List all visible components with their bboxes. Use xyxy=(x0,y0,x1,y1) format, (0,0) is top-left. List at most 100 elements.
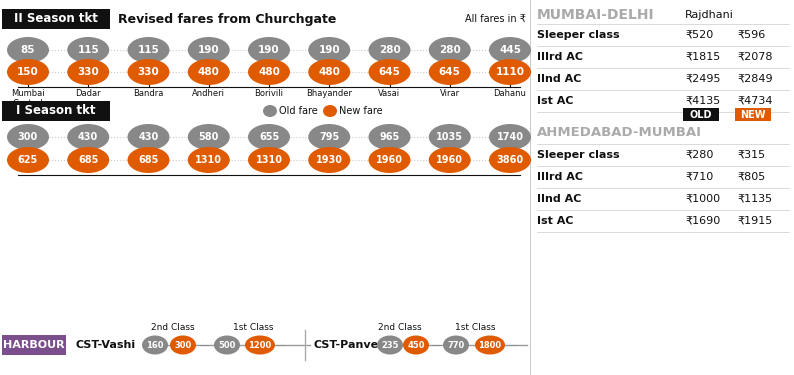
Text: ₹280: ₹280 xyxy=(685,150,713,160)
Text: Bhayander: Bhayander xyxy=(306,89,353,98)
Ellipse shape xyxy=(489,59,531,85)
Text: 330: 330 xyxy=(137,67,160,77)
Text: AHMEDABAD-MUMBAI: AHMEDABAD-MUMBAI xyxy=(537,126,702,140)
Ellipse shape xyxy=(308,59,350,85)
Text: ₹1135: ₹1135 xyxy=(737,194,772,204)
Text: ₹2495: ₹2495 xyxy=(685,74,720,84)
Ellipse shape xyxy=(443,336,469,354)
Text: 450: 450 xyxy=(407,340,425,350)
Ellipse shape xyxy=(67,124,110,150)
Text: 115: 115 xyxy=(77,45,99,55)
Ellipse shape xyxy=(128,37,169,63)
Text: 645: 645 xyxy=(379,67,400,77)
Text: ₹2078: ₹2078 xyxy=(737,52,773,62)
Text: Sleeper class: Sleeper class xyxy=(537,150,619,160)
Ellipse shape xyxy=(368,147,410,173)
Text: —: — xyxy=(276,340,285,350)
Text: ₹596: ₹596 xyxy=(737,30,765,40)
Ellipse shape xyxy=(489,124,531,150)
Text: 160: 160 xyxy=(146,340,164,350)
Text: HARBOUR: HARBOUR xyxy=(3,340,65,350)
Ellipse shape xyxy=(245,336,275,354)
Text: —: — xyxy=(508,340,518,350)
Ellipse shape xyxy=(429,37,471,63)
Text: Revised fares from Churchgate: Revised fares from Churchgate xyxy=(118,12,337,26)
Ellipse shape xyxy=(248,37,290,63)
Text: 685: 685 xyxy=(138,155,159,165)
FancyBboxPatch shape xyxy=(2,9,110,29)
Text: Mumbai
Central: Mumbai Central xyxy=(11,89,44,108)
Text: 115: 115 xyxy=(137,45,160,55)
FancyBboxPatch shape xyxy=(683,108,719,121)
Text: ₹805: ₹805 xyxy=(737,172,765,182)
Text: 770: 770 xyxy=(447,340,464,350)
Ellipse shape xyxy=(248,147,290,173)
Ellipse shape xyxy=(248,59,290,85)
Text: New fare: New fare xyxy=(339,106,383,116)
Text: MUMBAI-DELHI: MUMBAI-DELHI xyxy=(537,8,654,22)
Ellipse shape xyxy=(489,37,531,63)
Text: 300: 300 xyxy=(175,340,191,350)
Text: IInd AC: IInd AC xyxy=(537,194,581,204)
Text: NEW: NEW xyxy=(740,110,765,120)
Text: —: — xyxy=(199,340,209,350)
Text: 795: 795 xyxy=(319,132,339,142)
Text: Dadar: Dadar xyxy=(75,89,101,98)
Text: 480: 480 xyxy=(198,67,220,77)
Ellipse shape xyxy=(308,124,350,150)
Text: 2nd Class: 2nd Class xyxy=(378,324,422,333)
Text: ₹1915: ₹1915 xyxy=(737,216,773,226)
Text: Virar: Virar xyxy=(440,89,460,98)
Text: 480: 480 xyxy=(258,67,280,77)
Text: 685: 685 xyxy=(78,155,98,165)
Ellipse shape xyxy=(263,105,277,117)
Text: 1310: 1310 xyxy=(256,155,283,165)
Text: ₹1000: ₹1000 xyxy=(685,194,720,204)
Text: 445: 445 xyxy=(499,45,521,55)
Ellipse shape xyxy=(187,147,229,173)
Text: ₹4135: ₹4135 xyxy=(685,96,720,106)
Text: 645: 645 xyxy=(439,67,461,77)
Ellipse shape xyxy=(403,336,429,354)
Text: Andheri: Andheri xyxy=(192,89,225,98)
Ellipse shape xyxy=(429,59,471,85)
FancyBboxPatch shape xyxy=(735,108,771,121)
Text: 3860: 3860 xyxy=(496,155,523,165)
Text: 300: 300 xyxy=(18,132,38,142)
Ellipse shape xyxy=(128,124,169,150)
Ellipse shape xyxy=(323,105,337,117)
Text: 280: 280 xyxy=(379,45,400,55)
Text: 965: 965 xyxy=(380,132,399,142)
Ellipse shape xyxy=(7,147,49,173)
Text: Ist AC: Ist AC xyxy=(537,216,573,226)
Text: 190: 190 xyxy=(258,45,279,55)
Text: 1310: 1310 xyxy=(195,155,222,165)
FancyBboxPatch shape xyxy=(2,335,66,355)
Ellipse shape xyxy=(214,336,240,354)
Text: 655: 655 xyxy=(259,132,279,142)
Ellipse shape xyxy=(187,37,229,63)
Text: 1800: 1800 xyxy=(479,340,502,350)
Ellipse shape xyxy=(7,37,49,63)
Text: 1740: 1740 xyxy=(496,132,523,142)
Ellipse shape xyxy=(142,336,168,354)
Text: Bandra: Bandra xyxy=(133,89,164,98)
Text: 580: 580 xyxy=(198,132,219,142)
Ellipse shape xyxy=(170,336,196,354)
Text: —: — xyxy=(431,340,441,350)
Ellipse shape xyxy=(308,37,350,63)
Ellipse shape xyxy=(368,59,410,85)
Ellipse shape xyxy=(7,59,49,85)
Text: CST-Vashi: CST-Vashi xyxy=(75,340,135,350)
Text: 1930: 1930 xyxy=(316,155,343,165)
Text: CST-Panvel: CST-Panvel xyxy=(314,340,383,350)
Text: Sleeper class: Sleeper class xyxy=(537,30,619,40)
Text: Vasai: Vasai xyxy=(379,89,400,98)
Text: OLD: OLD xyxy=(690,110,712,120)
Text: All fares in ₹: All fares in ₹ xyxy=(465,14,526,24)
Text: Ist AC: Ist AC xyxy=(537,96,573,106)
Text: 235: 235 xyxy=(381,340,399,350)
Text: ₹4734: ₹4734 xyxy=(737,96,773,106)
Text: 150: 150 xyxy=(17,67,39,77)
Ellipse shape xyxy=(377,336,403,354)
